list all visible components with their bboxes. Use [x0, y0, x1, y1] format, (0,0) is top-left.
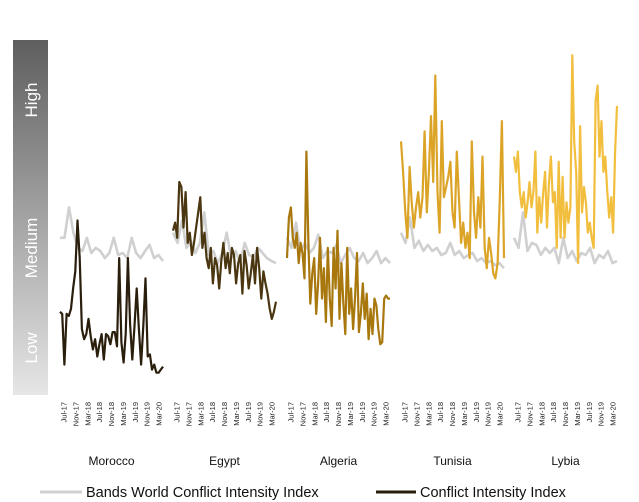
- tick-label-egypt-1: Nov-17: [184, 402, 193, 426]
- tick-label-morocco-1: Nov-17: [71, 402, 80, 426]
- tick-label-tunisia-8: Mar-20: [496, 402, 505, 426]
- conflict-index-line-tunisia: [399, 74, 506, 280]
- legend-index-label: Conflict Intensity Index: [420, 485, 567, 501]
- country-panels: Jul-17 Nov-17 Mar-18 Jul-18 Nov-18 Mar-19 Jul-…: [59, 54, 619, 468]
- country-label-egypt: Egypt: [209, 454, 240, 468]
- tick-label-lybia-8: Mar-20: [609, 402, 618, 426]
- tick-label-algeria-1: Nov-17: [298, 402, 307, 426]
- tick-label-algeria-3: Jul-18: [322, 402, 331, 422]
- tick-label-morocco-3: Jul-18: [95, 402, 104, 422]
- tick-label-lybia-6: Jul-19: [585, 402, 594, 422]
- tick-label-egypt-5: Mar-19: [232, 402, 241, 426]
- tick-label-egypt-4: Nov-18: [220, 402, 229, 426]
- tick-label-algeria-5: Mar-19: [346, 402, 355, 426]
- panel-lybia: Jul-17 Nov-17 Mar-18 Jul-18 Nov-18 Mar-19 Jul-…: [512, 54, 619, 468]
- conflict-index-line-morocco: [59, 219, 164, 374]
- tick-label-tunisia-1: Nov-17: [412, 402, 421, 426]
- tick-label-morocco-8: Mar-20: [155, 402, 164, 426]
- panel-algeria: Jul-17 Nov-17 Mar-18 Jul-18 Nov-18 Mar-19 Jul-…: [285, 150, 391, 468]
- tick-label-algeria-7: Nov-19: [370, 402, 379, 426]
- tick-label-algeria-8: Mar-20: [382, 402, 391, 426]
- band-label-low: Low: [22, 332, 41, 364]
- tick-label-morocco-5: Mar-19: [119, 402, 128, 426]
- country-label-lybia: Lybia: [551, 454, 580, 468]
- band-label-medium: Medium: [22, 218, 41, 278]
- tick-label-lybia-3: Jul-18: [549, 402, 558, 422]
- tick-label-lybia-4: Nov-18: [561, 402, 570, 426]
- tick-label-tunisia-3: Jul-18: [436, 402, 445, 422]
- tick-label-algeria-4: Nov-18: [334, 402, 343, 426]
- tick-label-morocco-0: Jul-17: [60, 402, 69, 422]
- tick-label-tunisia-6: Jul-19: [472, 402, 481, 422]
- tick-label-egypt-8: Mar-20: [268, 402, 277, 426]
- world-index-line-lybia: [512, 211, 618, 265]
- band-label-high: High: [22, 83, 41, 118]
- legend: Bands World Conflict Intensity Index Con…: [40, 485, 567, 501]
- conflict-index-line-lybia: [512, 54, 619, 265]
- tick-label-tunisia-2: Mar-18: [424, 402, 433, 426]
- panel-egypt: Jul-17 Nov-17 Mar-18 Jul-18 Nov-18 Mar-19 Jul-…: [171, 180, 278, 468]
- tick-label-lybia-7: Nov-19: [597, 402, 606, 426]
- tick-label-lybia-0: Jul-17: [514, 402, 523, 422]
- conflict-index-line-egypt: [171, 180, 278, 320]
- country-label-morocco: Morocco: [88, 454, 134, 468]
- tick-label-morocco-4: Nov-18: [107, 402, 116, 426]
- tick-label-lybia-2: Mar-18: [537, 402, 546, 426]
- tick-label-morocco-6: Jul-19: [131, 402, 140, 422]
- tick-label-tunisia-0: Jul-17: [401, 402, 410, 422]
- country-label-tunisia: Tunisia: [433, 454, 472, 468]
- tick-label-egypt-3: Jul-18: [208, 402, 217, 422]
- tick-label-algeria-0: Jul-17: [287, 402, 296, 422]
- tick-label-egypt-2: Mar-18: [196, 402, 205, 426]
- tick-label-tunisia-4: Nov-18: [448, 402, 457, 426]
- legend-world-label: Bands World Conflict Intensity Index: [86, 485, 319, 501]
- tick-label-egypt-7: Nov-19: [256, 402, 265, 426]
- conflict-index-line-algeria: [285, 150, 390, 346]
- intensity-band-bar: [13, 40, 48, 395]
- tick-label-egypt-6: Jul-19: [244, 402, 253, 422]
- tick-label-tunisia-5: Mar-19: [460, 402, 469, 426]
- tick-label-tunisia-7: Nov-19: [484, 402, 493, 426]
- tick-label-morocco-2: Mar-18: [83, 402, 92, 426]
- panel-morocco: Jul-17 Nov-17 Mar-18 Jul-18 Nov-18 Mar-19 Jul-…: [59, 206, 165, 468]
- tick-label-egypt-0: Jul-17: [173, 402, 182, 422]
- tick-label-morocco-7: Nov-19: [143, 402, 152, 426]
- tick-label-algeria-6: Jul-19: [358, 402, 367, 422]
- country-label-algeria: Algeria: [320, 454, 358, 468]
- tick-label-lybia-5: Mar-19: [573, 402, 582, 426]
- panel-tunisia: Jul-17 Nov-17 Mar-18 Jul-18 Nov-18 Mar-19 Jul-…: [399, 74, 506, 468]
- tick-label-lybia-1: Nov-17: [525, 402, 534, 426]
- tick-label-algeria-2: Mar-18: [310, 402, 319, 426]
